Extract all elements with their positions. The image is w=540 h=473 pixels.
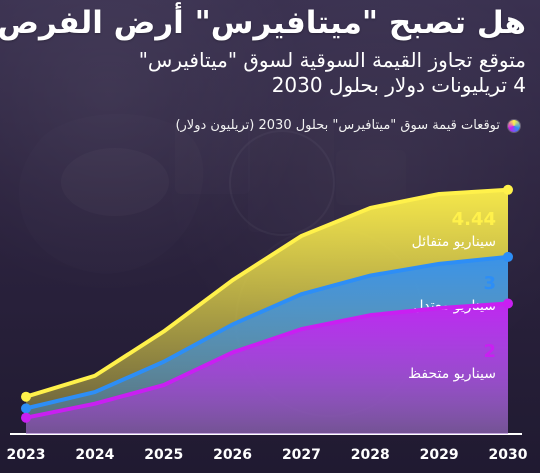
legend-icon	[508, 119, 520, 132]
x-tick-label-2024: 2024	[75, 447, 114, 463]
series-line-3	[24, 301, 510, 420]
series-name-label-3: سيناريو متحفظ	[408, 366, 496, 382]
series-start-point-2	[21, 403, 31, 414]
background-shape-7	[336, 150, 406, 205]
series-name-label-1: سيناريو متفائل	[412, 234, 496, 250]
series-start-point-1	[21, 391, 31, 402]
x-tick-label-2027: 2027	[282, 447, 321, 463]
x-tick-label-2025: 2025	[144, 447, 183, 463]
series-end-point-2	[503, 251, 513, 262]
series-area-3	[26, 303, 508, 434]
series-line-1	[24, 187, 510, 399]
background-shape-5	[175, 122, 250, 194]
background-shape-6	[248, 120, 334, 232]
chart-subtitle: متوقع تجاوز القيمة السوقية لسوق "ميتافير…	[16, 48, 526, 98]
series-end-point-3	[503, 298, 513, 309]
x-tick-label-2026: 2026	[213, 447, 252, 463]
chart-header: هل تصبح "ميتافيرس" أرض الفرص؟ متوقع تجاو…	[0, 5, 526, 98]
series-value-label-1: 4.44	[452, 209, 496, 230]
chart-title: هل تصبح "ميتافيرس" أرض الفرص؟	[0, 5, 526, 41]
chart-legend: توقعات قيمة سوق "ميتافيرس" بحلول 2030 (ت…	[175, 118, 520, 133]
series-line-2	[24, 254, 510, 411]
x-tick-label-2030: 2030	[489, 447, 528, 463]
subtitle-line-2: 4 تريليونات دولار بحلول 2030	[271, 72, 526, 97]
x-tick-label-2029: 2029	[420, 447, 459, 463]
series-start-point-3	[21, 412, 31, 423]
x-tick-label-2023: 2023	[7, 447, 46, 463]
x-tick-label-2028: 2028	[351, 447, 390, 463]
legend-text: توقعات قيمة سوق "ميتافيرس" بحلول 2030 (ت…	[175, 118, 500, 133]
series-value-label-3: 2	[483, 341, 496, 362]
series-end-point-1	[503, 184, 513, 195]
series-value-label-2: 3	[483, 273, 496, 294]
subtitle-line-1: متوقع تجاوز القيمة السوقية لسوق "ميتافير…	[138, 47, 526, 72]
